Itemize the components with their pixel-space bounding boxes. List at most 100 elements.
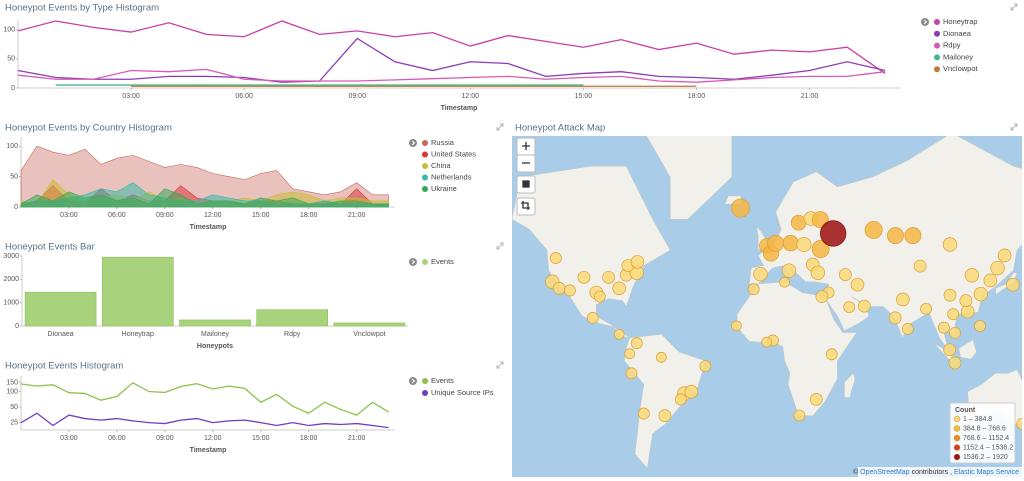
map-bubble[interactable] — [838, 268, 852, 281]
map-bubble[interactable] — [943, 288, 957, 302]
map-bubble[interactable] — [761, 336, 772, 348]
map-bubble[interactable] — [904, 227, 922, 245]
legend-label[interactable]: Events — [431, 257, 454, 266]
expand-icon[interactable] — [496, 361, 504, 369]
map-bubble[interactable] — [949, 326, 961, 339]
map-bubble[interactable] — [796, 236, 812, 253]
map-bubble[interactable] — [850, 277, 865, 292]
map-bubble[interactable] — [896, 292, 910, 307]
expand-icon[interactable] — [496, 242, 504, 250]
map-bubble[interactable] — [699, 360, 712, 373]
map-bubble[interactable] — [731, 320, 742, 332]
legend-toggle[interactable] — [409, 377, 417, 385]
map-bubble[interactable] — [747, 283, 760, 296]
x-tick-label: Mailoney — [201, 331, 230, 338]
y-tick-label: 3000 — [3, 253, 19, 260]
map-bubble[interactable] — [593, 290, 606, 303]
map-canvas[interactable] — [512, 84, 1024, 477]
legend-label[interactable]: Honeytrap — [943, 17, 978, 26]
map-bubble[interactable] — [684, 384, 699, 399]
map-legend-label: 1 – 384.8 — [963, 416, 992, 423]
map-bubble[interactable] — [753, 266, 768, 282]
map-bubble[interactable] — [887, 227, 904, 245]
map-bubble[interactable] — [825, 348, 838, 361]
map-bubble[interactable] — [815, 290, 829, 303]
map-bubble[interactable] — [637, 407, 650, 420]
map-bubble[interactable] — [656, 351, 667, 363]
legend-label[interactable]: Ukraine — [431, 184, 457, 193]
map-bubble[interactable] — [857, 299, 871, 313]
map-bubble[interactable] — [624, 348, 636, 360]
map-bubble[interactable] — [577, 270, 591, 284]
map-bubble[interactable] — [552, 281, 566, 295]
map-bubble[interactable] — [1006, 277, 1020, 292]
map-bubble[interactable] — [549, 252, 562, 264]
map-bubble[interactable] — [913, 259, 927, 273]
map-bubble[interactable] — [809, 393, 823, 406]
legend-label[interactable]: Netherlands — [431, 172, 472, 181]
map-bubble[interactable] — [1016, 418, 1024, 430]
map-bubble[interactable] — [563, 284, 576, 297]
map-bubble[interactable] — [674, 393, 687, 406]
map-bubble[interactable] — [974, 320, 986, 332]
expand-icon[interactable] — [496, 123, 504, 131]
attribution-part[interactable]: Elastic Maps Service — [954, 469, 1019, 476]
legend-label[interactable]: China — [431, 161, 451, 170]
map-bubble[interactable] — [843, 301, 856, 314]
map-bubble[interactable] — [613, 328, 625, 340]
legend-label[interactable]: Vnclowpot — [943, 64, 979, 73]
map-bubble[interactable] — [658, 409, 672, 423]
map-bubble[interactable] — [942, 237, 958, 252]
legend-label[interactable]: Unique Source IPs — [431, 388, 494, 397]
map-bubble[interactable] — [810, 265, 826, 280]
legend-toggle[interactable] — [409, 258, 417, 266]
map-bubble[interactable] — [920, 302, 933, 315]
x-tick-label: Dionaea — [48, 331, 74, 338]
map-bubble[interactable] — [779, 276, 790, 288]
legend-label[interactable]: Dionaea — [943, 29, 972, 38]
map-bubble[interactable] — [782, 234, 799, 252]
map-bubble[interactable] — [973, 286, 989, 302]
map-bubble[interactable] — [948, 356, 962, 370]
map-bubble[interactable] — [864, 220, 883, 239]
map-bubble[interactable] — [937, 321, 950, 334]
map-bubble[interactable] — [630, 255, 645, 269]
map-bubble[interactable] — [630, 337, 643, 350]
map-bubble[interactable] — [990, 260, 1005, 276]
map-bubble[interactable] — [997, 248, 1012, 263]
map-bubble[interactable] — [811, 211, 829, 228]
x-tick-label: 18:00 — [688, 93, 706, 100]
map-bubble[interactable] — [612, 281, 626, 296]
map-bubble[interactable] — [964, 268, 980, 283]
expand-icon[interactable] — [1010, 123, 1018, 131]
map-bubble[interactable] — [811, 240, 830, 258]
map-bubble[interactable] — [943, 343, 957, 357]
legend-label[interactable]: Mailoney — [943, 52, 973, 61]
map-bubble[interactable] — [781, 263, 797, 278]
legend-label[interactable]: Rdpy — [943, 41, 961, 50]
attribution: © OpenStreetMap contributors , Elastic Maps… — [853, 468, 1019, 476]
map-bubble[interactable] — [959, 294, 973, 308]
map-bubble[interactable] — [960, 304, 975, 319]
legend-label[interactable]: Russia — [431, 138, 455, 147]
map-bubble[interactable] — [888, 311, 902, 325]
map-control[interactable] — [516, 197, 536, 216]
map-bubble[interactable] — [602, 270, 615, 284]
map-bubble[interactable] — [731, 198, 751, 218]
legend-toggle[interactable] — [921, 18, 929, 26]
expand-icon[interactable] — [1010, 3, 1018, 11]
legend-swatch — [422, 163, 428, 169]
legend-label[interactable]: United States — [431, 149, 476, 158]
legend-label[interactable]: Events — [431, 376, 454, 385]
map-bubble[interactable] — [767, 234, 785, 252]
map-bubble[interactable] — [793, 409, 806, 422]
map-bubble[interactable] — [983, 273, 998, 288]
map-bubble[interactable] — [586, 312, 599, 324]
legend-toggle[interactable] — [409, 139, 417, 147]
map-bubble[interactable] — [820, 220, 847, 247]
map-bubble[interactable] — [625, 367, 638, 380]
map-bubble[interactable] — [947, 308, 960, 321]
map-control-icon — [522, 142, 530, 150]
attribution-part[interactable]: OpenStreetMap — [860, 469, 910, 476]
map-bubble[interactable] — [901, 323, 914, 335]
